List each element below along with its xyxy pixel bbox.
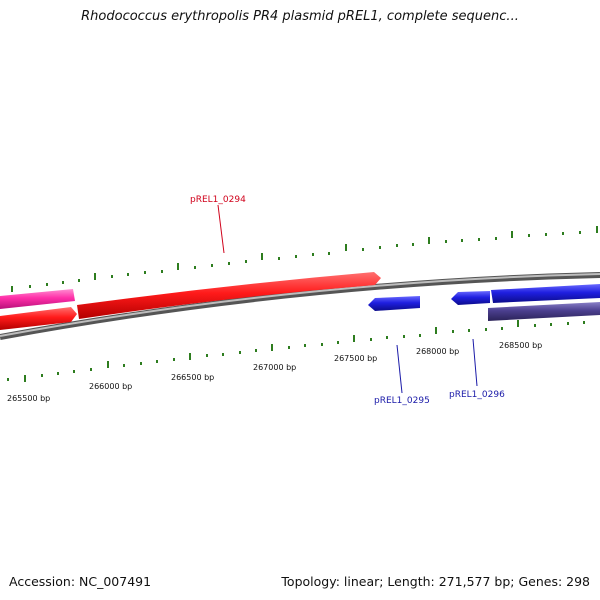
red-feature-left[interactable] [0,307,77,330]
topology-summary: Topology: linear; Length: 271,577 bp; Ge… [281,574,590,589]
ruler-label: 267000 bp [253,363,296,372]
gene-label-pREL1_0296[interactable]: pREL1_0296 [449,390,505,400]
accession-text: Accession: NC_007491 [9,574,152,589]
gene-pREL1_0295[interactable] [368,296,420,311]
page-title: Rhodococcus erythropolis PR4 plasmid pRE… [81,9,519,24]
ruler-label: 266000 bp [89,382,132,391]
ruler-label: 267500 bp [334,354,377,363]
backbone-line [0,272,600,340]
callout-line-pREL1_0296 [472,338,478,387]
gene-label-pREL1_0295[interactable]: pREL1_0295 [374,396,430,406]
lower-tick-row [7,320,585,382]
gene-pREL1_0294[interactable] [77,272,381,319]
navy-feature[interactable] [488,302,600,321]
ruler-label: 268500 bp [499,341,542,350]
upper-tick-row [11,226,598,292]
ruler-label: 265500 bp [7,394,50,403]
callout-line-pREL1_0294 [217,204,225,254]
pink-feature[interactable] [0,289,75,309]
gene-label-pREL1_0294[interactable]: pREL1_0294 [190,195,246,205]
blue-feature-right[interactable] [491,284,600,303]
ruler-label: 268000 bp [416,347,459,356]
gene-pREL1_0296[interactable] [451,291,490,305]
callout-line-pREL1_0295 [396,344,403,394]
ruler-label: 266500 bp [171,373,214,382]
